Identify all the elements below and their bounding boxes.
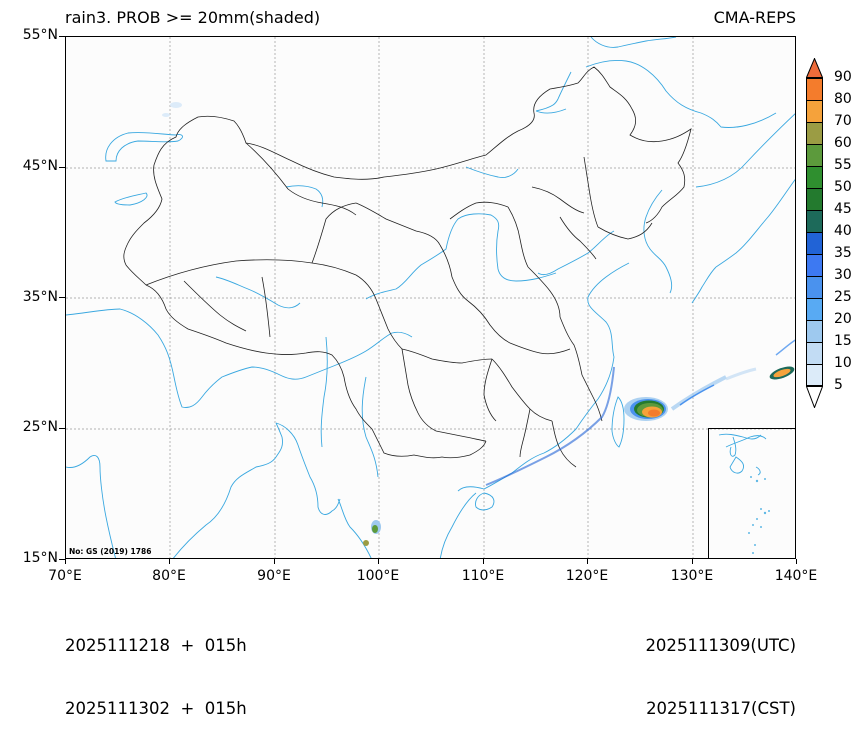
lon-tick-mark	[692, 559, 693, 564]
lon-tick-80: 80°E	[152, 568, 186, 584]
colorbar-label-80: 80	[834, 91, 852, 107]
colorbar-segment-30-35	[806, 254, 823, 276]
lon-tick-90: 90°E	[257, 568, 291, 584]
colorbar-segment-25-30	[806, 276, 823, 298]
colorbar-label-30: 30	[834, 267, 852, 283]
lon-tick-130: 130°E	[670, 568, 714, 584]
lat-tick-25: 25°N	[22, 419, 58, 435]
gridlines	[66, 37, 795, 558]
model-source-label: CMA-REPS	[713, 8, 796, 27]
colorbar-label-25: 25	[834, 289, 852, 305]
valid-time-cst: 2025111317(CST)	[646, 699, 796, 718]
south-china-sea-inset	[708, 428, 795, 558]
rain-probability-shading	[162, 102, 795, 546]
map-approval-note: No: GS (2019) 1786	[69, 547, 152, 556]
colorbar-segment-35-40	[806, 232, 823, 254]
colorbar-segment-60-70	[806, 122, 823, 144]
colorbar-label-90: 90	[834, 69, 852, 85]
lat-tick-45: 45°N	[22, 158, 58, 174]
colorbar-segment-5-10	[806, 364, 823, 386]
colorbar-segment-55-60	[806, 144, 823, 166]
colorbar-label-45: 45	[834, 201, 852, 217]
valid-time-utc: 2025111309(UTC)	[645, 636, 796, 655]
lon-tick-140: 140°E	[774, 568, 818, 584]
lat-tick-35: 35°N	[22, 289, 58, 305]
init-time-utc: 2025111218 + 015h	[65, 636, 247, 655]
colorbar-segment-80-90	[806, 78, 823, 100]
colorbar-label-55: 55	[834, 157, 852, 173]
colorbar-label-20: 20	[834, 311, 852, 327]
chart-title: rain3. PROB >= 20mm(shaded)	[65, 8, 321, 27]
admin-boundaries	[123, 66, 692, 468]
lat-tick-mark	[59, 36, 65, 37]
colorbar-over-arrow	[806, 58, 823, 78]
lon-tick-mark	[274, 559, 275, 564]
colorbar-label-5: 5	[834, 377, 843, 393]
lon-tick-mark	[796, 559, 797, 564]
colorbar-segment-45-50	[806, 188, 823, 210]
init-time-block: 2025111218 + 015h 2025111302 + 015h	[65, 593, 247, 740]
lat-tick-15: 15°N	[22, 550, 58, 566]
lat-tick-mark	[59, 167, 65, 168]
lon-tick-100: 100°E	[356, 568, 400, 584]
valid-time-block: 2025111309(UTC) 2025111317(CST)	[645, 593, 796, 740]
colorbar-label-40: 40	[834, 223, 852, 239]
colorbar-label-50: 50	[834, 179, 852, 195]
lon-tick-120: 120°E	[565, 568, 609, 584]
colorbar-label-15: 15	[834, 333, 852, 349]
lon-tick-mark	[483, 559, 484, 564]
lon-tick-70: 70°E	[48, 568, 82, 584]
colorbar-label-70: 70	[834, 113, 852, 129]
map-plot-area[interactable]: No: GS (2019) 1786	[65, 36, 796, 559]
colorbar-segment-20-25	[806, 298, 823, 320]
colorbar-segment-40-45	[806, 210, 823, 232]
lat-tick-mark	[59, 559, 65, 560]
colorbar-segment-70-80	[806, 100, 823, 122]
lon-tick-110: 110°E	[461, 568, 505, 584]
lon-tick-mark	[587, 559, 588, 564]
lat-tick-55: 55°N	[22, 27, 58, 43]
colorbar-segment-10-15	[806, 342, 823, 364]
map-canvas	[66, 37, 795, 558]
init-time-cst: 2025111302 + 015h	[65, 699, 247, 718]
lon-tick-mark	[378, 559, 379, 564]
lon-tick-mark	[169, 559, 170, 564]
colorbar-under-arrow	[806, 386, 823, 408]
colorbar-segment-50-55	[806, 166, 823, 188]
lat-tick-mark	[59, 428, 65, 429]
lon-tick-mark	[65, 559, 66, 564]
colorbar-segment-15-20	[806, 320, 823, 342]
lat-tick-mark	[59, 297, 65, 298]
colorbar-label-60: 60	[834, 135, 852, 151]
colorbar-label-10: 10	[834, 355, 852, 371]
colorbar-label-35: 35	[834, 245, 852, 261]
